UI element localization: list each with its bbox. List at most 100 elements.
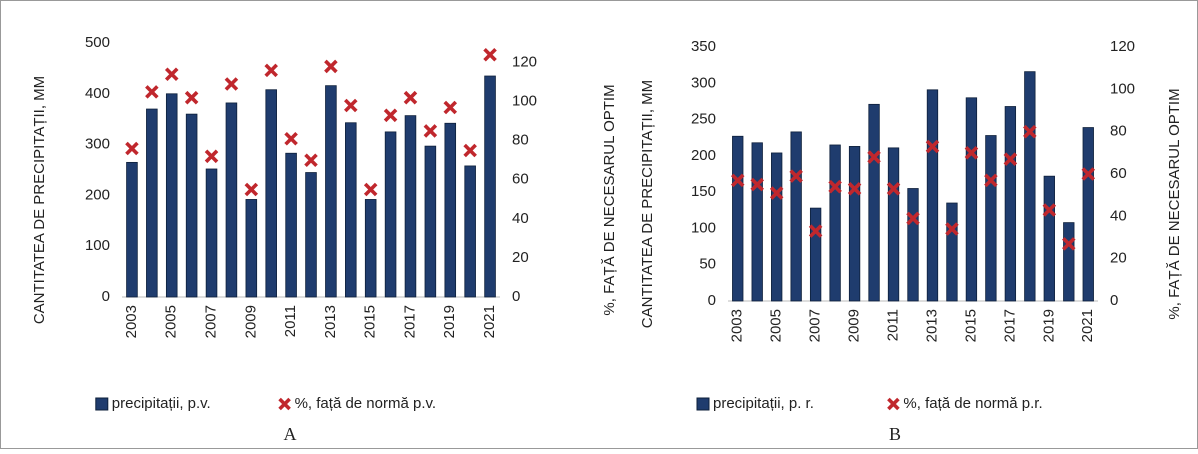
bar — [146, 108, 158, 298]
bar — [464, 165, 476, 298]
x-marker — [224, 77, 239, 91]
x-tick-label: 2015 — [962, 309, 979, 342]
x-marker — [769, 186, 784, 200]
y2-axis-title: %, FAȚĂ DE NECESARUL OPTIM — [1166, 88, 1183, 319]
x-tick-label: 2007 — [202, 305, 219, 338]
y2-tick-label: 100 — [512, 93, 537, 110]
bar — [868, 103, 880, 302]
y-tick-label: 500 — [85, 34, 110, 51]
y-tick-label: 400 — [85, 85, 110, 102]
y2-tick-label: 120 — [1110, 38, 1135, 55]
x-tick-label: 2021 — [1079, 309, 1096, 342]
bar — [771, 152, 783, 302]
y-tick-label: 350 — [691, 38, 716, 55]
x-marker — [925, 139, 940, 154]
x-marker — [244, 182, 259, 197]
x-marker — [906, 211, 920, 226]
y-axis-title: CANTITATEA DE PRECIPITAȚII, MM — [639, 80, 656, 328]
y2-tick-label: 60 — [512, 171, 529, 188]
bar — [305, 172, 317, 298]
x-marker — [808, 224, 823, 238]
y2-tick-label: 0 — [1110, 292, 1118, 309]
y-tick-label: 250 — [691, 111, 716, 128]
bar — [126, 161, 138, 298]
bar — [751, 142, 763, 302]
bar — [926, 89, 939, 302]
y2-tick-label: 20 — [1110, 250, 1127, 267]
y2-tick-label: 100 — [1110, 80, 1135, 97]
x-tick-label: 2011 — [282, 305, 299, 337]
bar — [848, 146, 861, 302]
y-tick-label: 300 — [85, 136, 110, 153]
bar — [444, 122, 457, 298]
panel-label: B — [889, 424, 901, 444]
x-tick-label: 2005 — [163, 305, 180, 338]
x-marker — [304, 153, 318, 168]
legend-label: %, față de normă p.v. — [295, 395, 436, 412]
bar — [285, 152, 297, 298]
x-tick-label: 2017 — [401, 305, 418, 338]
y2-tick-label: 20 — [512, 249, 529, 266]
y-tick-label: 0 — [708, 292, 716, 309]
legend-label: precipitații, p. r. — [713, 395, 814, 412]
bar — [325, 85, 337, 298]
bar — [245, 199, 258, 298]
x-marker — [463, 143, 477, 158]
x-marker — [184, 90, 199, 105]
x-marker — [145, 85, 159, 99]
y2-tick-label: 40 — [512, 210, 529, 227]
y2-tick-label: 80 — [512, 132, 529, 149]
bar — [185, 113, 198, 298]
x-marker — [984, 173, 998, 188]
bar — [829, 144, 841, 302]
legend-label: precipitații, p.v. — [112, 395, 211, 412]
x-tick-label: 2003 — [729, 309, 746, 342]
x-marker — [443, 100, 458, 115]
x-tick-label: 2005 — [768, 309, 785, 342]
y2-tick-label: 40 — [1110, 207, 1127, 224]
x-marker — [383, 108, 398, 123]
x-marker — [867, 150, 881, 164]
bar — [424, 145, 437, 298]
x-marker — [828, 179, 842, 194]
bar — [907, 188, 919, 302]
y-axis-title: CANTITATEA DE PRECIPITAȚII, MM — [31, 76, 48, 324]
x-marker — [344, 98, 358, 113]
x-tick-label: 2019 — [1040, 309, 1057, 342]
x-marker — [964, 146, 979, 160]
bar — [404, 115, 417, 298]
y-tick-label: 50 — [699, 256, 716, 273]
bar — [1082, 127, 1094, 302]
bar — [205, 168, 218, 298]
bar — [1004, 106, 1017, 302]
y-tick-label: 0 — [102, 288, 110, 305]
y-tick-label: 300 — [691, 74, 716, 91]
x-tick-label: 2011 — [884, 309, 901, 341]
x-marker — [363, 182, 378, 197]
legend-swatch — [887, 397, 900, 411]
bar — [985, 135, 997, 302]
x-tick-label: 2009 — [846, 309, 863, 342]
bar — [809, 207, 822, 302]
x-marker — [423, 124, 438, 138]
bar — [484, 75, 496, 298]
bar — [965, 97, 978, 302]
bar — [887, 147, 900, 302]
x-marker — [1042, 203, 1057, 217]
x-tick-label: 2003 — [123, 305, 140, 338]
x-marker — [164, 67, 179, 82]
bar — [364, 199, 377, 298]
y2-tick-label: 80 — [1110, 123, 1127, 140]
x-marker — [1023, 124, 1037, 139]
bar — [1043, 175, 1055, 302]
panel-label: A — [284, 424, 297, 444]
bar — [225, 102, 238, 298]
y-tick-label: 150 — [691, 183, 716, 200]
x-marker — [125, 141, 139, 156]
legend-swatch — [696, 397, 710, 411]
bar — [265, 89, 277, 298]
x-marker — [284, 131, 298, 146]
